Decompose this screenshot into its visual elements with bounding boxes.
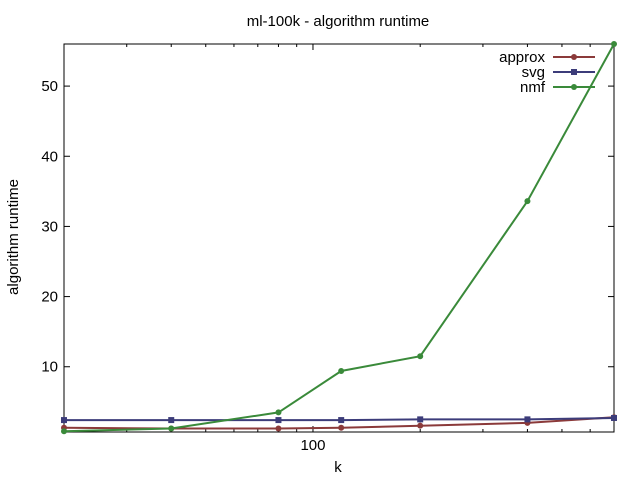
data-point-svg bbox=[275, 417, 282, 424]
data-point-nmf bbox=[61, 428, 67, 435]
legend-label-nmf: nmf bbox=[520, 79, 546, 96]
x-tick-label: 100 bbox=[300, 437, 325, 454]
series-svg bbox=[61, 414, 617, 424]
y-tick-label: 50 bbox=[41, 78, 58, 95]
x-axis-title: k bbox=[334, 459, 342, 476]
data-point-approx bbox=[338, 424, 345, 431]
axis-ticks: 10 20 30 40 50 100 bbox=[41, 44, 614, 454]
series-nmf bbox=[61, 41, 617, 435]
data-point-nmf bbox=[338, 367, 345, 374]
data-point-nmf bbox=[275, 409, 282, 416]
chart-title: ml-100k - algorithm runtime bbox=[247, 13, 430, 30]
series-line-nmf bbox=[63, 43, 615, 433]
data-point-nmf bbox=[524, 198, 531, 205]
data-point-svg bbox=[338, 417, 345, 424]
data-point-nmf bbox=[417, 353, 424, 360]
legend-label-approx: approx bbox=[499, 49, 545, 66]
data-point-nmf bbox=[611, 41, 617, 47]
series-layer bbox=[61, 41, 617, 435]
data-point-svg bbox=[611, 414, 617, 421]
y-tick-label: 20 bbox=[41, 289, 58, 306]
y-tick-label: 30 bbox=[41, 218, 58, 235]
y-tick-label: 40 bbox=[41, 148, 58, 165]
legend-marker-nmf bbox=[571, 84, 577, 90]
data-point-nmf bbox=[168, 425, 175, 432]
y-tick-label: 10 bbox=[41, 359, 58, 376]
y-axis-title: algorithm runtime bbox=[5, 179, 22, 295]
data-point-svg bbox=[168, 417, 175, 424]
legend-marker-approx bbox=[571, 54, 577, 60]
legend-label-svg: svg bbox=[522, 64, 545, 81]
data-point-svg bbox=[524, 416, 531, 423]
data-point-approx bbox=[275, 425, 282, 432]
plot-frame bbox=[63, 43, 615, 433]
data-point-approx bbox=[417, 422, 424, 429]
data-point-svg bbox=[417, 416, 424, 423]
legend-marker-svg bbox=[571, 69, 577, 75]
data-point-svg bbox=[61, 417, 67, 424]
